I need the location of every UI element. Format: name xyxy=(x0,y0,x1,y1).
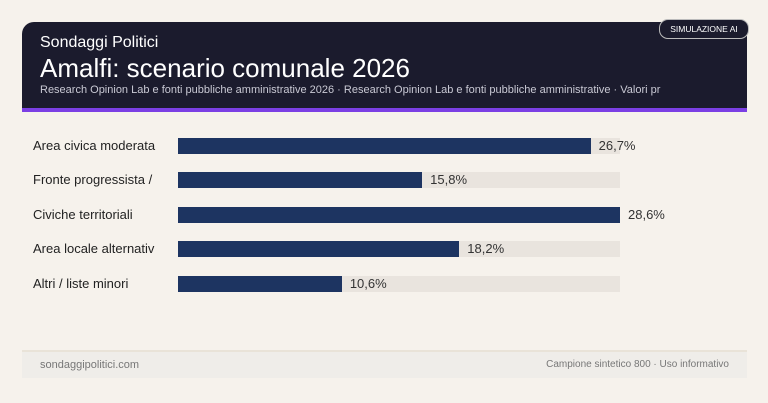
value-label: 15,8% xyxy=(430,172,468,187)
value-label: 10,6% xyxy=(349,276,387,291)
value-label: 18,2% xyxy=(467,241,505,256)
value-label: 28,6% xyxy=(628,207,665,222)
category-label: Area locale alternativ xyxy=(33,241,155,256)
accent-line xyxy=(22,108,747,112)
footer-site: sondaggipolitici.com xyxy=(40,359,140,371)
bar xyxy=(178,241,460,257)
category-label: Fronte progressista / xyxy=(33,172,153,187)
bar xyxy=(178,276,342,292)
footer-note: Campione sintetico 800 · Uso informativo xyxy=(546,359,729,370)
page-title: Amalfi: scenario comunale 2026 xyxy=(40,53,410,83)
category-label: Area civica moderata xyxy=(33,138,156,153)
bar xyxy=(178,172,423,188)
value-label: 26,7% xyxy=(598,138,636,153)
bar xyxy=(178,207,620,223)
header: Sondaggi Politici Amalfi: scenario comun… xyxy=(22,22,747,108)
category-label: Civiche territoriali xyxy=(33,207,133,222)
footer: sondaggipolitici.com Campione sintetico … xyxy=(22,350,747,378)
bar xyxy=(178,138,591,154)
subtitle: Research Opinion Lab e fonti pubbliche a… xyxy=(40,84,661,96)
simulation-badge: SIMULAZIONE AI xyxy=(659,19,749,39)
brand: Sondaggi Politici xyxy=(40,34,159,51)
category-label: Altri / liste minori xyxy=(33,276,129,291)
